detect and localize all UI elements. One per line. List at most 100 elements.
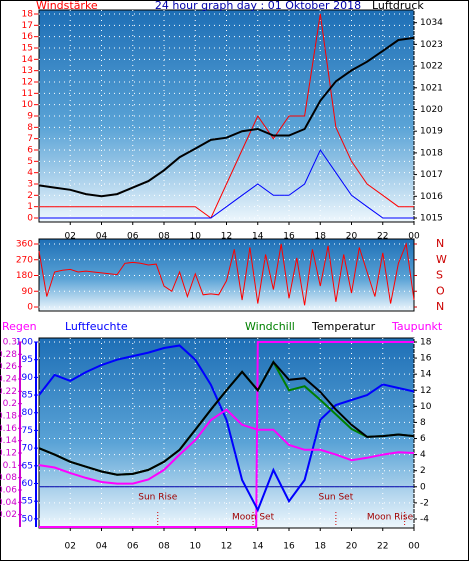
legend-entry: Taupunkt [391, 320, 443, 333]
annotation: Moon Set [232, 513, 275, 523]
x-tick-label: 02 [65, 542, 76, 552]
y-tick-label: 360 [16, 240, 33, 250]
y-tick-label: 55 [22, 497, 33, 507]
y2-tick-label: 6 [420, 434, 426, 444]
x-tick-label: 04 [96, 232, 108, 242]
y-tick-label: 60 [22, 479, 34, 489]
x-tick-label: 06 [127, 232, 139, 242]
y2-tick-label: 18 [420, 338, 432, 348]
x-tick-label: 20 [346, 542, 358, 552]
x-tick-label: 12 [221, 542, 232, 552]
y-tick-label: 90 [22, 373, 34, 383]
y-tick-label: 15 [22, 44, 33, 54]
x-tick-label: 10 [190, 542, 202, 552]
x-tick-label: 00 [408, 232, 420, 242]
y-tick-label: 3 [27, 180, 33, 190]
y2-tick-label: 4 [420, 450, 426, 460]
y-tick-label: 9 [27, 112, 33, 122]
y-tick-label: 80 [22, 408, 34, 418]
x-tick-label: 18 [315, 542, 327, 552]
y2-tick-label: 1018 [420, 148, 443, 158]
y2-tick-label: 12 [420, 386, 431, 396]
y-tick-label: 0 [27, 214, 33, 224]
series-line [38, 36, 415, 198]
y2-tick-label: 0 [420, 482, 426, 492]
annotation: Moon Rise [367, 513, 414, 523]
series-line [39, 13, 414, 219]
series-line [38, 360, 415, 476]
y2-axis-label: Luftdruck [372, 0, 424, 12]
x-tick-label: 16 [283, 542, 295, 552]
y-tick-label: 75 [22, 426, 33, 436]
y2-tick-label: 16 [420, 354, 432, 364]
x-tick-label: 12 [221, 232, 232, 242]
y2-tick-label: 10 [420, 402, 432, 412]
y3-tick-label: 0.08 [0, 473, 17, 483]
x-tick-label: 14 [252, 232, 264, 242]
x-tick-label: 08 [158, 232, 170, 242]
x-tick-label: 06 [127, 542, 139, 552]
y3-tick-label: 0.1 [3, 461, 17, 471]
y2-tick-label: 8 [420, 418, 426, 428]
y3-tick-label: 0.02 [0, 510, 17, 520]
y-tick-label: 14 [22, 55, 34, 65]
legend-entry: Temperatur [311, 320, 376, 333]
x-tick-label: 16 [283, 232, 295, 242]
y-tick-label: 7 [27, 134, 33, 144]
annotation: Sun Rise [138, 493, 177, 503]
x-tick-label: 02 [65, 232, 76, 242]
y-tick-label: 12 [22, 78, 33, 88]
series-line [39, 341, 414, 528]
y-tick-label: 90 [22, 287, 34, 297]
y2-tick-label: N [436, 300, 444, 313]
y-tick-label: 6 [27, 146, 33, 156]
y3-tick-label: 0.2 [3, 399, 17, 409]
legend-entry: Regen [2, 320, 37, 333]
x-tick-label: 20 [346, 232, 358, 242]
plot-area [38, 238, 415, 312]
chart-title: 24 hour graph day : 01 Oktober 2018 [155, 0, 361, 12]
y-tick-label: 10 [22, 100, 34, 110]
y2-tick-label: W [436, 253, 447, 266]
y-tick-label: 17 [22, 21, 33, 31]
y3-tick-label: 0.14 [0, 436, 17, 446]
y2-tick-label: 1020 [420, 105, 443, 115]
y2-tick-label: 1034 [420, 18, 443, 28]
y3-tick-label: 0.04 [0, 498, 17, 508]
y3-tick-label: 0.06 [0, 486, 17, 496]
y3-tick-label: 0.18 [0, 412, 17, 422]
y-tick-label: 18 [22, 10, 34, 20]
y-tick-label: 2 [27, 191, 33, 201]
y3-tick-label: 0.22 [0, 387, 17, 397]
x-tick-label: 22 [377, 232, 388, 242]
y2-tick-label: 1021 [420, 83, 443, 93]
y3-tick-label: 0.28 [0, 350, 17, 360]
y3-tick-label: 0.26 [0, 362, 17, 372]
x-tick-label: 04 [96, 542, 108, 552]
series-line [38, 242, 415, 306]
y2-tick-label: 2 [420, 466, 426, 476]
x-tick-label: 08 [158, 542, 170, 552]
y2-tick-label: 1016 [420, 192, 443, 202]
y3-tick-label: 0.24 [0, 375, 17, 385]
y-tick-label: 180 [16, 271, 33, 281]
x-tick-label: 00 [408, 542, 420, 552]
y-tick-label: 50 [22, 514, 34, 524]
y3-tick-label: 0.16 [0, 424, 17, 434]
y2-tick-label: 1015 [420, 214, 443, 224]
y-tick-label: 1 [27, 202, 33, 212]
y-tick-label: 0 [27, 303, 33, 313]
y2-tick-label: 1023 [420, 40, 443, 50]
series-line [38, 408, 415, 485]
y3-tick-label: 0.12 [0, 449, 17, 459]
series-line [39, 148, 414, 219]
y-tick-label: 16 [22, 32, 34, 42]
y2-tick-label: -4 [420, 514, 429, 524]
y2-tick-label: 1022 [420, 62, 443, 72]
y2-tick-label: 1017 [420, 170, 443, 180]
x-tick-label: 10 [190, 232, 202, 242]
y-tick-label: 4 [27, 168, 33, 178]
y-axis-label: Windstärke [36, 0, 98, 12]
legend-entry: Windchill [245, 320, 295, 333]
